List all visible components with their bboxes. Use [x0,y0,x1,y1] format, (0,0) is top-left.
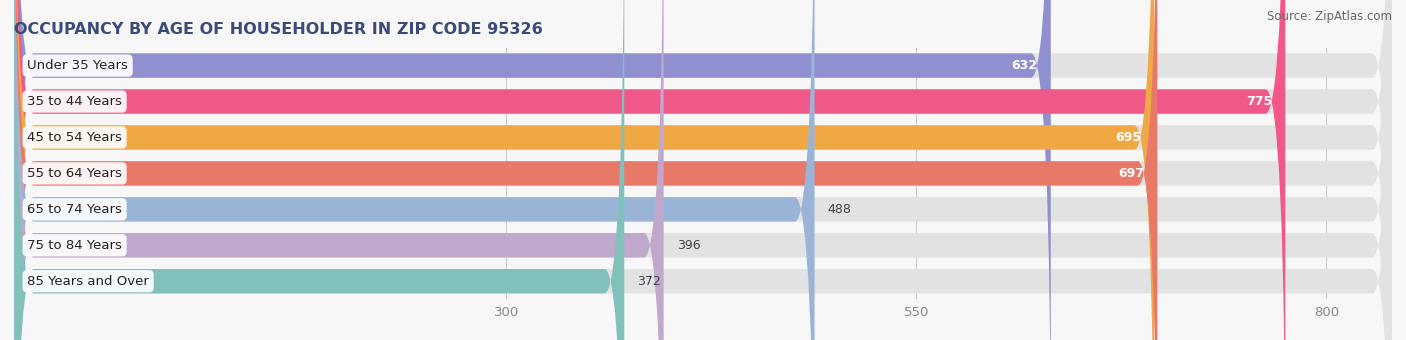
FancyBboxPatch shape [14,0,1392,340]
FancyBboxPatch shape [14,0,1050,340]
FancyBboxPatch shape [14,0,1392,340]
FancyBboxPatch shape [14,0,1392,340]
Text: 75 to 84 Years: 75 to 84 Years [27,239,122,252]
FancyBboxPatch shape [14,0,624,340]
Text: 396: 396 [676,239,700,252]
Text: 45 to 54 Years: 45 to 54 Years [27,131,122,144]
Text: 65 to 74 Years: 65 to 74 Years [27,203,122,216]
Text: 85 Years and Over: 85 Years and Over [27,275,149,288]
FancyBboxPatch shape [14,0,814,340]
Text: 697: 697 [1118,167,1144,180]
FancyBboxPatch shape [14,0,1285,340]
FancyBboxPatch shape [14,0,1154,340]
FancyBboxPatch shape [14,0,1392,340]
FancyBboxPatch shape [14,0,1392,340]
FancyBboxPatch shape [14,0,1157,340]
Text: 775: 775 [1246,95,1272,108]
Text: 35 to 44 Years: 35 to 44 Years [27,95,122,108]
Text: Source: ZipAtlas.com: Source: ZipAtlas.com [1267,10,1392,23]
Text: 632: 632 [1012,59,1038,72]
FancyBboxPatch shape [14,0,1392,340]
Text: 488: 488 [828,203,852,216]
FancyBboxPatch shape [14,0,664,340]
Text: 55 to 64 Years: 55 to 64 Years [27,167,122,180]
Text: Under 35 Years: Under 35 Years [27,59,128,72]
Text: OCCUPANCY BY AGE OF HOUSEHOLDER IN ZIP CODE 95326: OCCUPANCY BY AGE OF HOUSEHOLDER IN ZIP C… [14,22,543,37]
Text: 695: 695 [1115,131,1142,144]
FancyBboxPatch shape [14,0,1392,340]
Text: 372: 372 [637,275,661,288]
